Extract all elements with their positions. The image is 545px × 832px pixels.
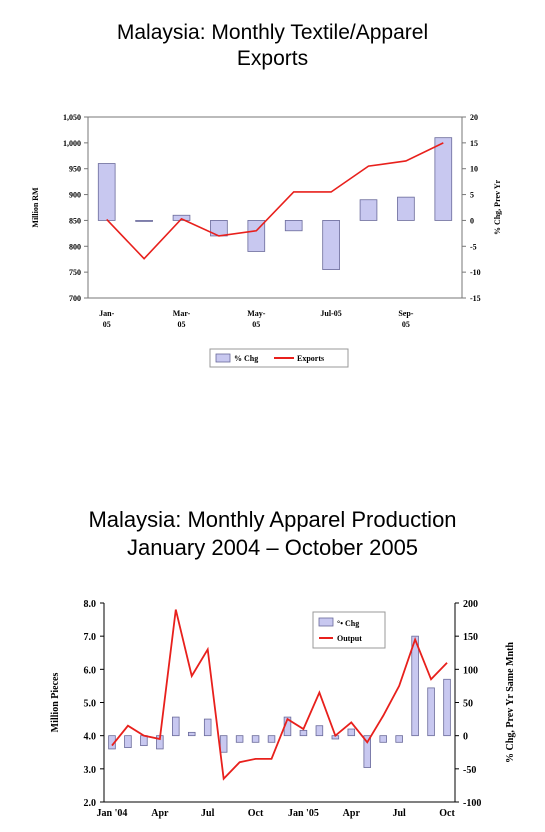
chart2-xtick-label: Apr — [151, 808, 169, 819]
chart2-y2tick-label: -100 — [463, 798, 481, 809]
chart1-ytick-label: 750 — [69, 268, 81, 277]
chart2-bar — [427, 687, 435, 737]
chart2-legend-swatch-bar — [318, 617, 334, 627]
chart2-y2tick-label: 150 — [463, 632, 478, 643]
chart1-bar — [172, 214, 191, 221]
chart2-legend-label-output: Output — [337, 634, 362, 643]
chart1-ytick-label: 800 — [69, 242, 81, 251]
chart2-bar — [363, 735, 372, 768]
chart2-title-line2: January 2004 – October 2005 — [126, 535, 419, 560]
chart2-y2label: % Chg, Prev Yr Same Mnth — [505, 642, 516, 763]
chart2-bar — [140, 735, 148, 747]
chart1-ytick-label: 700 — [69, 294, 81, 303]
chart2-ylabel: Million Pieces — [50, 673, 61, 733]
chart1-ytick-label: 900 — [69, 191, 81, 200]
chart1-xtick-label: Jan- — [99, 309, 114, 318]
chart2-bar — [203, 718, 212, 737]
chart2-ytick-label: 4.0 — [84, 732, 97, 743]
chart1-title-line1: Malaysia: Monthly Textile/Apparel — [116, 21, 429, 44]
chart1-y2tick-label: 5 — [470, 191, 474, 200]
chart1-legend-label-exports: Exports — [297, 354, 324, 363]
chart1-xtick-label: Jul-05 — [320, 309, 341, 318]
chart1-bar — [284, 220, 303, 232]
chart2-bar — [379, 735, 387, 743]
chart2-y2tick-label: 200 — [463, 599, 478, 610]
chart2-bar — [443, 678, 451, 737]
chart2-y2tick-label: 0 — [463, 732, 468, 743]
chart1-plot-frame — [87, 116, 463, 299]
chart2-ytick-label: 6.0 — [84, 665, 97, 676]
chart2-ytick-label: 2.0 — [84, 798, 97, 809]
chart1-title-line2: Exports — [236, 47, 309, 70]
chart2-ytick-label: 8.0 — [84, 599, 97, 610]
chart1-svg: 1,050 1,000 950 900 850 800 750 700 20 15 10 5 0 -5 -1… — [31, 113, 502, 368]
chart2-title-line1: Malaysia: Monthly Apparel Production — [88, 507, 457, 532]
chart2-bar — [315, 725, 324, 737]
chart2-bar — [395, 735, 403, 743]
chart1-y2tick-label: 10 — [470, 165, 478, 174]
chart2-bar — [267, 735, 276, 743]
chart1-bar — [359, 199, 378, 221]
chart2-y2tick-label: 100 — [463, 665, 478, 676]
chart1-legend-label-chg: % Chg — [234, 354, 258, 363]
chart1-y2tick-label: 20 — [470, 113, 478, 122]
chart1-xtick-label: 05 — [103, 320, 111, 329]
chart1-exports-line — [106, 142, 444, 260]
chart2-ytick-label: 5.0 — [84, 699, 97, 710]
chart2-bar — [299, 729, 308, 737]
chart1-xtick-label: May- — [247, 309, 266, 318]
chart2-xtick-label: Apr — [343, 808, 361, 819]
chart2-ytick-label: 7.0 — [84, 632, 97, 643]
chart2-xtick-label: Jan '05 — [288, 808, 319, 819]
chart1-ytick-label: 1,000 — [63, 139, 81, 148]
chart1-xtick-label: 05 — [178, 320, 186, 329]
chart1-y2label: % Chg, Prev Yr — [493, 180, 502, 236]
chart2-xtick-label: Jan '04 — [97, 808, 128, 819]
chart1-ytick-label: 1,050 — [63, 113, 81, 122]
chart1-xtick-label: Mar- — [173, 309, 191, 318]
chart2-output-line — [111, 609, 448, 781]
chart1-y2tick-label: 15 — [470, 139, 478, 148]
chart1-bar — [322, 220, 340, 270]
chart1-xtick-label: 05 — [402, 320, 410, 329]
chart1-bar — [397, 196, 415, 221]
chart1-ytick-label: 850 — [69, 216, 81, 225]
chart1-bar — [135, 220, 153, 222]
chart1-title: Malaysia: Monthly Textile/Apparel Export… — [0, 20, 545, 72]
chart2-y2tick-label: -50 — [463, 765, 476, 776]
chart2-bar — [411, 635, 419, 737]
chart1-xtick-label: 05 — [252, 320, 260, 329]
chart2-bar — [347, 728, 356, 737]
chart2-xtick-label: Jul — [392, 808, 406, 819]
chart1-ylabel: Million RM — [31, 187, 40, 228]
chart2-y2tick-label: 50 — [463, 699, 473, 710]
chart2-ytick-label: 3.0 — [84, 765, 97, 776]
chart1-bar — [434, 137, 453, 221]
chart1-ytick-label: 950 — [69, 165, 81, 174]
chart2-bar — [235, 735, 244, 743]
chart1-y2tick-label: -5 — [470, 242, 477, 251]
chart1-y2tick-label: -15 — [470, 294, 481, 303]
chart2-bar — [172, 716, 180, 737]
chart1-y2tick-label: -10 — [470, 268, 481, 277]
chart2-bar — [187, 731, 196, 737]
chart2-bar — [124, 735, 132, 749]
chart2-bar — [219, 735, 228, 753]
chart2-xtick-label: Oct — [439, 808, 455, 819]
chart1-xtick-label: Sep- — [398, 309, 413, 318]
chart1-bar — [247, 220, 266, 252]
chart2-xtick-label: Jul — [201, 808, 215, 819]
chart1-legend-swatch-bar — [215, 353, 231, 363]
chart2-title: Malaysia: Monthly Apparel Production Jan… — [0, 506, 545, 562]
chart2-xtick-label: Oct — [248, 808, 264, 819]
chart1-y2tick-label: 0 — [470, 216, 474, 225]
chart2-legend-label-chg: °• Chg — [337, 619, 359, 628]
chart2-bar — [251, 735, 260, 743]
